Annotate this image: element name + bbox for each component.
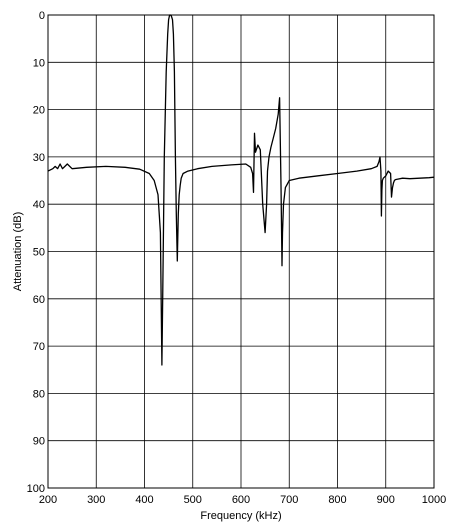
- x-tick-label: 700: [280, 494, 298, 506]
- y-tick-label: 10: [33, 57, 45, 69]
- x-tick-label: 800: [328, 494, 346, 506]
- x-tick-label: 600: [232, 494, 250, 506]
- y-tick-labels: 0 10 20 30 40 50 60 70 80 90 100: [27, 10, 45, 495]
- x-tick-label: 500: [184, 494, 202, 506]
- y-axis-label: Attenuation (dB): [12, 212, 24, 292]
- y-tick-label: 20: [33, 105, 45, 117]
- x-tick-label: 300: [87, 494, 105, 506]
- y-tick-label: 80: [33, 388, 45, 400]
- x-tick-label: 200: [39, 494, 57, 506]
- y-tick-label: 30: [33, 152, 45, 164]
- grid: [47, 14, 435, 489]
- x-tick-labels: 200 300 400 500 600 700 800 900 1000: [39, 494, 446, 506]
- x-tick-label: 900: [377, 494, 395, 506]
- y-tick-label: 50: [33, 247, 45, 259]
- x-axis-label: Frequency (kHz): [200, 510, 281, 522]
- y-tick-label: 100: [27, 483, 45, 495]
- attenuation-curve: [47, 14, 435, 366]
- y-tick-label: 0: [39, 10, 45, 22]
- x-tick-label: 400: [135, 494, 153, 506]
- x-tick-label: 1000: [422, 494, 446, 506]
- y-tick-label: 40: [33, 199, 45, 211]
- y-tick-label: 90: [33, 436, 45, 448]
- plot-frame: [47, 14, 435, 489]
- y-tick-label: 60: [33, 294, 45, 306]
- y-tick-label: 70: [33, 341, 45, 353]
